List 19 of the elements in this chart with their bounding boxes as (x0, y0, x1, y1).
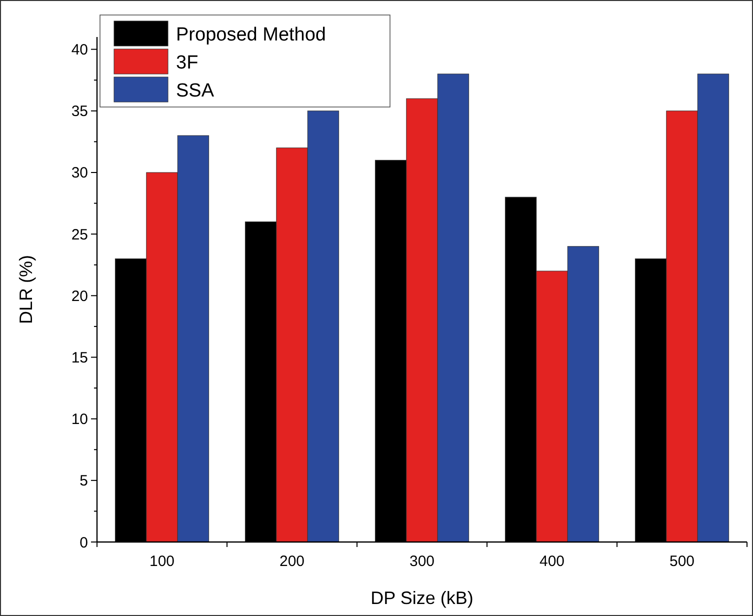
y-tick-label: 5 (80, 472, 88, 490)
y-tick-label: 20 (71, 288, 88, 305)
y-tick-label: 30 (71, 164, 88, 182)
legend-label: SSA (176, 80, 214, 102)
x-tick-label: 300 (409, 553, 435, 570)
y-tick-label: 25 (71, 226, 88, 244)
y-tick-label: 15 (71, 349, 88, 366)
x-tick-label: 400 (539, 553, 565, 570)
y-tick-label: 0 (80, 534, 88, 552)
x-tick-label: 200 (279, 553, 305, 570)
legend-label: Proposed Method (176, 24, 326, 46)
x-tick-label: 500 (669, 553, 695, 570)
x-axis-title: DP Size (kB) (370, 588, 474, 608)
y-tick-label: 40 (71, 42, 88, 59)
legend-label: 3F (176, 52, 198, 74)
y-tick-label: 10 (71, 411, 88, 428)
y-axis-title: DLR (%) (16, 254, 36, 324)
y-tick-label: 35 (71, 103, 88, 120)
x-tick-label: 100 (149, 553, 175, 570)
